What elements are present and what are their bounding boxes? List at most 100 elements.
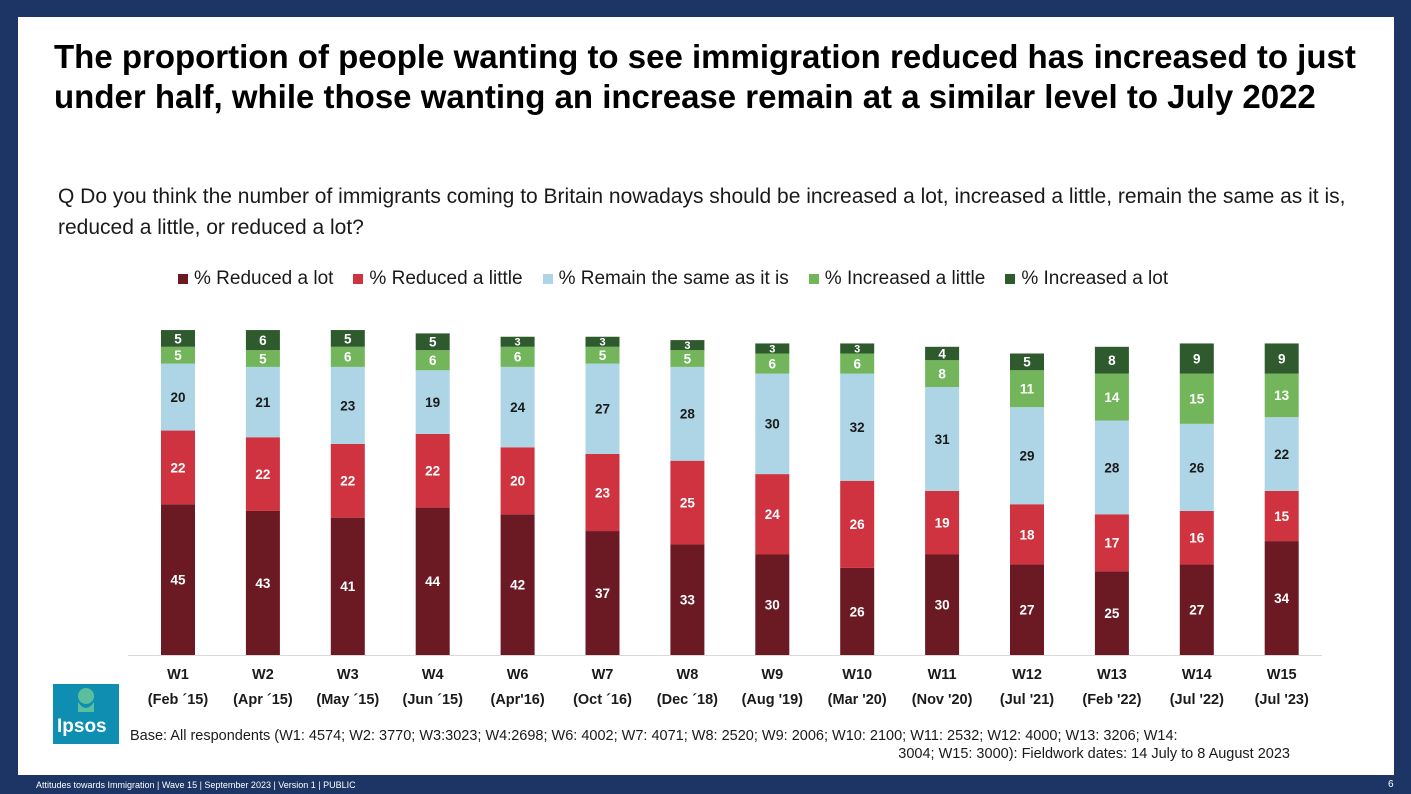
data-label: 27 [595,402,610,417]
bar-segment [840,567,875,655]
data-label: 5 [599,348,607,363]
data-label: 6 [429,353,437,368]
x-tick-date: (Dec ´18) [657,692,718,708]
bar-segment [840,353,875,374]
data-label: 34 [1274,591,1290,606]
bar-segment [755,474,790,555]
bar-segment [670,366,705,461]
bar-segment [585,454,620,532]
bar-segment [415,433,450,508]
bar-segment [755,554,790,655]
bar-segment [585,346,620,364]
x-tick-date: (Oct ´16) [573,692,632,708]
data-label: 43 [255,576,271,591]
x-tick-label: W9 [761,667,783,683]
chart-legend: % Reduced a lot % Reduced a little % Remai… [178,267,1168,291]
x-tick-date: (Jul '21) [1000,692,1054,708]
data-label: 6 [514,350,522,365]
bar-segment [670,460,705,545]
data-label: 22 [255,467,270,482]
bar-segment [925,346,960,361]
data-label: 19 [935,516,950,531]
legend-label: % Reduced a lot [194,268,334,289]
data-label: 30 [765,417,780,432]
x-tick-label: W15 [1267,667,1297,683]
bar-stack: 27 16 26 15 9 [1179,343,1214,655]
bar-segment [415,333,450,351]
data-label: 6 [853,356,861,371]
legend-label: % Increased a lot [1021,268,1169,289]
bar-segment [1094,514,1129,572]
data-label: 30 [935,598,950,613]
data-label: 15 [1189,392,1205,407]
data-label: 13 [1274,388,1290,403]
footer-text: Attitudes towards Immigration | Wave 15 … [36,780,356,790]
bar-segment [161,504,195,655]
bar-segment [1010,564,1044,655]
x-tick-date: (Jul '23) [1255,692,1309,708]
data-label: 26 [850,517,866,532]
bar-stack: 41 22 23 6 5 [330,330,365,655]
data-label: 5 [344,331,352,346]
bar-segment [1264,417,1299,491]
bar-stack: 26 26 32 63 [840,343,875,655]
bar-segment [1094,420,1129,515]
page-number: 6 [1388,779,1394,790]
x-tick-label: W6 [507,667,529,683]
legend-swatch [1005,274,1016,284]
bar-segment [1179,373,1214,424]
data-label: 23 [595,485,611,500]
bar-segment [1264,490,1299,542]
data-label: 26 [850,604,866,619]
data-label: 22 [170,460,185,475]
data-label: 22 [340,474,355,489]
bar-stack: 34 15 22 13 9 [1264,343,1299,655]
bar-segment [840,373,875,481]
data-label: 5 [174,331,182,346]
bar-segment [840,480,875,568]
bar-segment [330,366,365,444]
bar-stack: 37 23 27 53 [585,337,620,655]
bar-segment [670,350,705,367]
legend-item-2: % Reduced a little [353,268,523,290]
bar-stack: 27 18 29 11 5 [1010,353,1044,655]
ipsos-logo: Ipsos [53,684,119,744]
bar-segment [925,360,960,387]
x-tick-label: W14 [1182,667,1212,683]
data-label: 15 [1274,509,1290,524]
data-label: 6 [259,333,267,348]
survey-question: Q Do you think the number of immigrants … [58,185,1346,239]
bar-segment [415,507,450,655]
legend-swatch [542,274,553,284]
legend-item-1: % Reduced a lot [178,268,333,290]
data-label: 3 [769,343,775,355]
bar-segment [1264,343,1299,374]
x-tick-label: W1 [167,667,189,683]
data-label: 33 [680,593,696,608]
bar-segment [500,514,535,655]
bar-segment [925,490,960,555]
bar-segment [1179,510,1214,565]
legend-swatch [808,274,819,284]
data-label: 4 [938,346,946,361]
data-label: 14 [1104,390,1120,405]
bar-segment [245,437,280,511]
data-label: 11 [1020,382,1035,397]
bar-stack: 43 22 21 5 6 [245,330,280,655]
bar-segment [245,350,280,367]
legend-label: % Reduced a little [369,268,523,289]
data-label: 5 [259,351,267,366]
base-note-line-2: 3004; W15: 3000): Fieldwork dates: 14 Ju… [898,746,1290,762]
bar-segment [670,544,705,655]
legend-label: % Remain the same as it is [558,268,789,289]
data-label: 20 [510,474,525,489]
data-label: 27 [1019,603,1034,618]
bar-segment [500,366,535,448]
data-label: 42 [510,578,525,593]
bar-segment [415,370,450,434]
legend-swatch [178,274,188,284]
data-label: 28 [680,407,696,422]
bar-segment [161,346,195,364]
x-tick-date: (Mar '20) [828,692,887,708]
x-tick-date: (Feb ´15) [148,692,209,708]
